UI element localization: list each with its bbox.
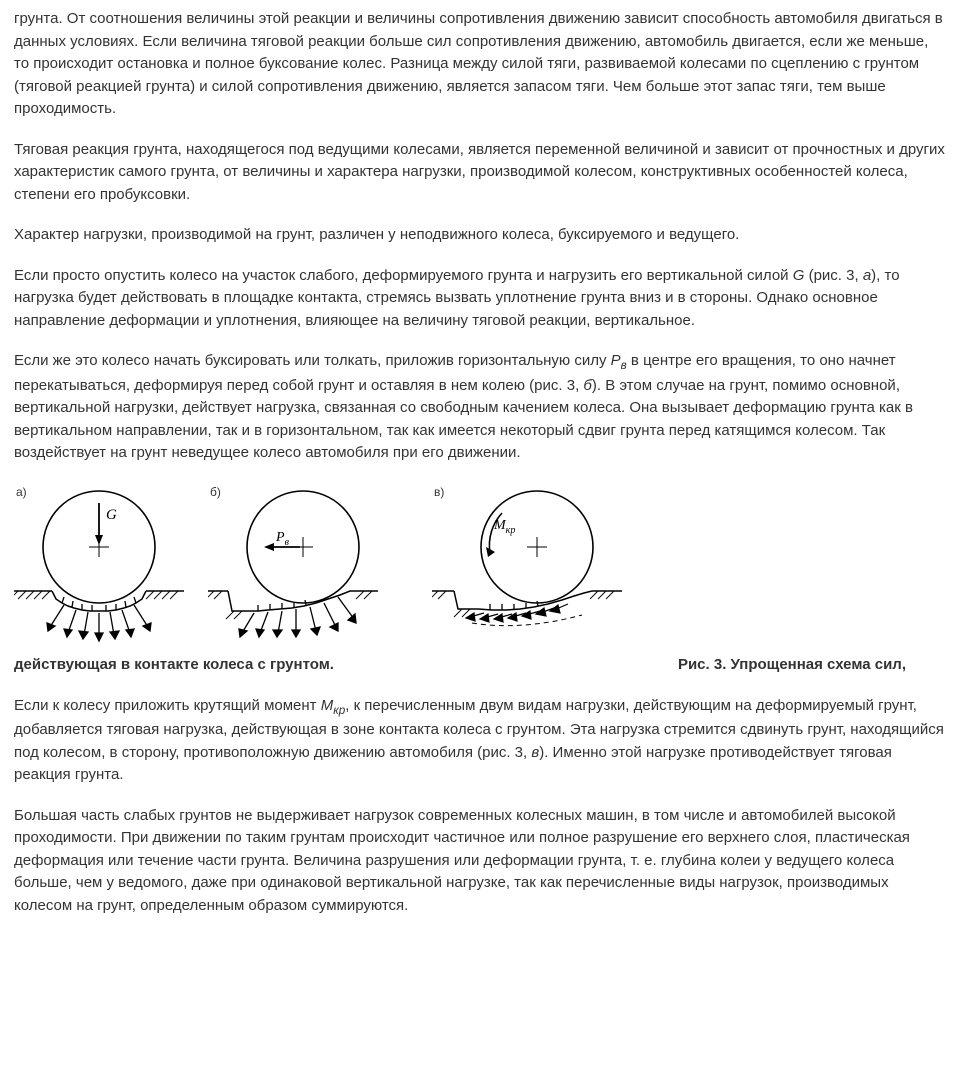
paragraph-4: Если просто опустить колесо на участок с…: [14, 265, 946, 333]
figure-3-label-b: б): [210, 483, 221, 501]
p5-ref-b: б: [583, 377, 591, 394]
p4-force-G: G: [793, 267, 805, 284]
p4-text-a: Если просто опустить колесо на участок с…: [14, 267, 793, 284]
wheel-diagram-v-icon: Мкр: [432, 483, 622, 643]
p6-text-a: Если к колесу приложить крутящий момент: [14, 697, 321, 714]
p4-ref-a: а: [863, 267, 871, 284]
p6-moment-M: М: [321, 697, 334, 714]
figure-3-panel-a: а) G: [14, 483, 184, 651]
figure-3: а) G: [14, 483, 946, 651]
wheel-diagram-a-icon: G: [14, 483, 184, 643]
paragraph-3: Характер нагрузки, производимой на грунт…: [14, 224, 946, 247]
figure-3-panel-v: в) Мкр: [432, 483, 622, 651]
figure-3-panel-b: б) Рв: [208, 483, 378, 651]
figure-3-caption-right: Рис. 3. Упрощенная схема сил,: [678, 654, 946, 677]
figure-3-label-v: в): [434, 483, 444, 501]
figure-3-caption: действующая в контакте колеса с грунтом.…: [14, 654, 946, 677]
paragraph-1: грунта. От соотношения величины этой реа…: [14, 8, 946, 121]
figure-3-label-a: а): [16, 483, 27, 501]
p5-force-P: Р: [611, 352, 621, 369]
paragraph-7: Большая часть слабых грунтов не выдержив…: [14, 805, 946, 918]
paragraph-5: Если же это колесо начать буксировать ил…: [14, 350, 946, 465]
p4-text-b: (рис. 3,: [804, 267, 862, 284]
paragraph-6: Если к колесу приложить крутящий момент …: [14, 695, 946, 787]
figure-3-G-label: G: [106, 507, 117, 523]
wheel-diagram-b-icon: Рв: [208, 483, 378, 643]
p5-text-a: Если же это колесо начать буксировать ил…: [14, 352, 611, 369]
figure-3-caption-left: действующая в контакте колеса с грунтом.: [14, 654, 334, 677]
paragraph-2: Тяговая реакция грунта, находящегося под…: [14, 139, 946, 207]
p6-moment-M-sub: кр: [333, 704, 345, 717]
